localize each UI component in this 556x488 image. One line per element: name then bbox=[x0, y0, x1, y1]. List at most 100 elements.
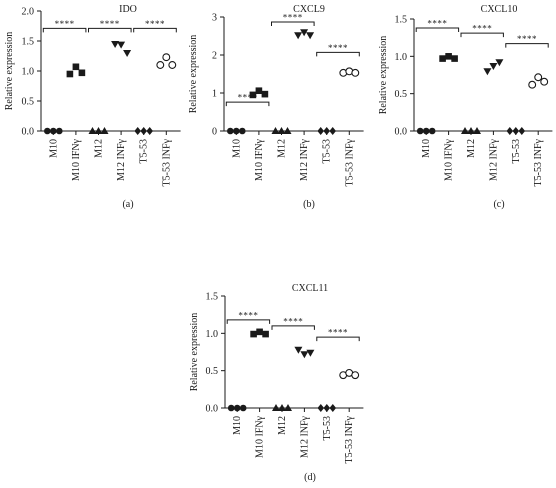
significance-label: **** bbox=[517, 34, 537, 44]
y-tick-label: 1.0 bbox=[206, 329, 219, 340]
data-point bbox=[261, 90, 269, 98]
data-point bbox=[495, 59, 504, 67]
y-tick-label: 0.0 bbox=[395, 127, 408, 138]
data-point bbox=[534, 73, 543, 82]
chart-panel-3: CXCL10 0.0 0.5 1.0 1.5 Relative expression M10… bbox=[378, 4, 553, 210]
y-tick-label: 2 bbox=[212, 51, 217, 62]
x-tick-label: M10 IFNγ bbox=[444, 138, 455, 181]
x-tick-label: T5-53 INFγ bbox=[344, 415, 355, 463]
significance-label: **** bbox=[55, 19, 75, 29]
significance-label: **** bbox=[427, 18, 447, 28]
data-point bbox=[123, 50, 132, 57]
significance-label: **** bbox=[328, 43, 348, 53]
data-point bbox=[94, 127, 103, 134]
data-point bbox=[44, 127, 51, 135]
data-point bbox=[306, 349, 315, 357]
x-tick-label: T5-53 bbox=[139, 139, 150, 163]
data-point bbox=[255, 87, 263, 95]
data-point bbox=[56, 127, 63, 135]
significance-bracket bbox=[88, 27, 132, 33]
data-point bbox=[66, 70, 74, 78]
data-point bbox=[239, 127, 246, 135]
x-tick-label: M12 INFγ bbox=[299, 415, 310, 458]
data-point bbox=[249, 91, 257, 99]
significance-bracket bbox=[271, 325, 315, 330]
data-point bbox=[88, 127, 97, 134]
chart-panel-1: IDO 0.0 0.5 1.0 1.5 2.0 Relative expression M10… bbox=[4, 4, 181, 210]
significance-bracket bbox=[316, 336, 360, 342]
significance-label: **** bbox=[145, 19, 165, 29]
data-point bbox=[445, 53, 452, 60]
data-point bbox=[78, 69, 86, 77]
data-point bbox=[512, 127, 520, 135]
data-point bbox=[294, 346, 303, 354]
y-tick-label: 0 bbox=[212, 127, 217, 138]
significance-bracket bbox=[133, 27, 177, 33]
y-tick-label: 3 bbox=[212, 13, 217, 24]
y-tick-label: 0.5 bbox=[206, 366, 219, 377]
data-point bbox=[451, 55, 458, 62]
data-point bbox=[283, 127, 292, 134]
y-axis-label: Relative expression bbox=[4, 32, 15, 111]
x-tick-label: T5-53 INFγ bbox=[533, 138, 544, 186]
y-tick-label: 1.0 bbox=[22, 67, 35, 78]
data-point bbox=[540, 77, 549, 86]
panel-label: (d) bbox=[304, 472, 316, 483]
significance-label: **** bbox=[238, 310, 258, 320]
data-point bbox=[439, 55, 446, 62]
data-point bbox=[317, 404, 325, 412]
x-tick-label: T5-53 INFγ bbox=[344, 138, 355, 186]
x-tick-label: T5-53 bbox=[322, 416, 333, 440]
data-point bbox=[100, 127, 109, 134]
y-axis-label: Relative expression bbox=[189, 313, 200, 392]
data-point bbox=[233, 127, 240, 135]
significance-bracket bbox=[225, 101, 270, 107]
data-point bbox=[467, 127, 475, 134]
data-point bbox=[256, 328, 263, 336]
x-tick-label: M12 INFγ bbox=[116, 138, 127, 181]
data-point bbox=[461, 127, 469, 134]
data-point bbox=[422, 127, 430, 135]
y-tick-label: 0.0 bbox=[22, 127, 35, 138]
data-point bbox=[50, 127, 57, 135]
chart-title: CXCL10 bbox=[481, 4, 518, 15]
data-point bbox=[300, 351, 309, 359]
chart-title: IDO bbox=[119, 4, 137, 15]
data-point bbox=[294, 32, 303, 40]
data-point bbox=[162, 53, 171, 62]
x-tick-label: M12 INFγ bbox=[299, 138, 310, 181]
y-axis-label: Relative expression bbox=[378, 36, 389, 115]
data-point bbox=[528, 80, 537, 89]
data-point bbox=[271, 127, 280, 134]
data-point bbox=[428, 127, 436, 135]
data-point bbox=[473, 127, 481, 134]
data-point bbox=[227, 127, 234, 135]
data-point bbox=[351, 371, 360, 380]
x-tick-label: T5-53 INFγ bbox=[161, 138, 172, 186]
panel-label: (b) bbox=[303, 199, 315, 210]
y-tick-label: 1 bbox=[212, 89, 217, 100]
y-tick-label: 1.0 bbox=[395, 52, 408, 63]
x-tick-label: M12 bbox=[277, 416, 288, 435]
panel-label: (a) bbox=[122, 199, 133, 210]
y-tick-label: 2.0 bbox=[22, 7, 35, 18]
significance-bracket bbox=[316, 51, 360, 57]
y-tick-label: 0.5 bbox=[22, 97, 35, 108]
x-tick-label: M10 IFNγ bbox=[254, 138, 265, 181]
data-point bbox=[239, 404, 247, 412]
data-point bbox=[329, 127, 336, 135]
y-tick-label: 1.5 bbox=[22, 37, 35, 48]
data-point bbox=[284, 404, 292, 411]
data-point bbox=[272, 404, 280, 411]
data-point bbox=[518, 127, 526, 135]
x-tick-label: M10 bbox=[231, 139, 242, 158]
data-point bbox=[117, 41, 126, 49]
x-tick-label: M12 INFγ bbox=[488, 138, 499, 181]
significance-label: **** bbox=[328, 328, 348, 338]
data-point bbox=[146, 127, 153, 135]
y-tick-label: 1.5 bbox=[206, 292, 219, 303]
panel-label: (c) bbox=[493, 199, 504, 210]
data-point bbox=[168, 61, 177, 69]
x-tick-label: M10 IFNγ bbox=[71, 138, 82, 181]
